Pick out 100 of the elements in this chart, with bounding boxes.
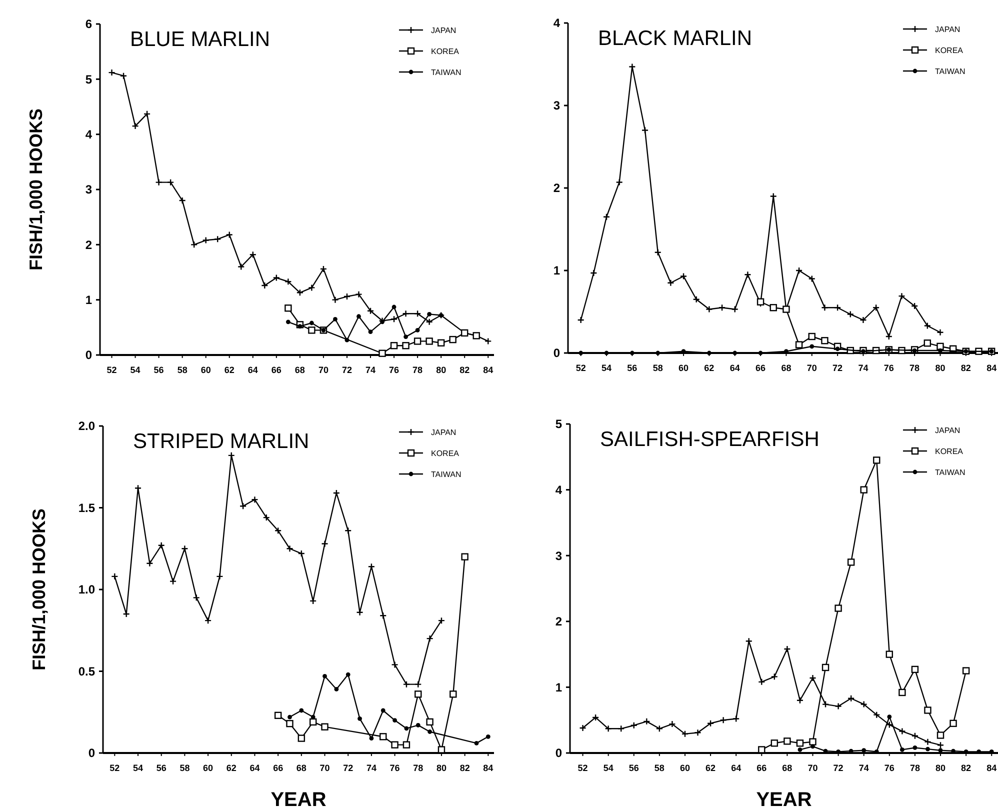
x-tick-label: 54 — [130, 365, 140, 375]
y-tick-label: 1.0 — [78, 582, 96, 597]
legend-label: JAPAN — [431, 26, 456, 35]
x-tick-label: 56 — [627, 363, 638, 373]
x-tick-label: 70 — [320, 763, 330, 773]
x-tick-label: 82 — [460, 365, 470, 375]
chart-title: BLUE MARLIN — [130, 28, 270, 51]
x-tick-label: 62 — [704, 363, 714, 373]
x-tick-label: 64 — [730, 363, 740, 373]
x-tick-label: 68 — [781, 363, 792, 373]
x-tick-label: 66 — [271, 365, 282, 375]
y-tick-label: 3 — [85, 182, 92, 197]
x-tick-label: 76 — [884, 363, 894, 373]
chart-title: SAILFISH-SPEARFISH — [600, 428, 820, 451]
x-tick-label: 70 — [318, 365, 328, 375]
x-tick-label: 64 — [250, 763, 260, 773]
legend-label: TAIWAN — [935, 66, 966, 76]
y-tick-label: 3 — [553, 98, 560, 113]
x-tick-label: 78 — [910, 363, 920, 373]
y-tick-label: 5 — [555, 417, 562, 432]
y-tick-label: 5 — [85, 72, 92, 86]
x-tick-label: 52 — [110, 763, 120, 773]
x-tick-label: 60 — [200, 365, 211, 375]
x-tick-label: 66 — [756, 763, 767, 773]
chart-title: BLACK MARLIN — [598, 27, 752, 50]
x-tick-label: 74 — [858, 363, 868, 373]
x-tick-label: 84 — [483, 365, 494, 375]
x-tick-label: 84 — [986, 763, 997, 773]
y-tick-label: 4 — [555, 483, 562, 497]
x-tick-label: 74 — [366, 365, 376, 375]
x-axis-title: YEAR — [270, 789, 327, 811]
x-tick-label: 74 — [366, 763, 376, 773]
chart-title: STRIPED MARLIN — [133, 430, 310, 453]
x-tick-label: 84 — [483, 763, 494, 773]
x-tick-label: 56 — [154, 365, 164, 375]
y-tick-label: 0.5 — [78, 664, 96, 678]
y-tick-label: 1 — [553, 264, 560, 278]
x-tick-label: 76 — [389, 365, 400, 375]
x-tick-label: 58 — [177, 365, 188, 375]
y-tick-label: 0 — [85, 348, 92, 362]
y-tick-label: 0 — [88, 746, 96, 760]
x-tick-label: 78 — [413, 763, 424, 773]
y-tick-label: 1.5 — [78, 500, 96, 515]
x-tick-label: 68 — [782, 763, 792, 773]
x-tick-label: 60 — [680, 763, 690, 773]
y-tick-label: 3 — [555, 548, 562, 563]
legend-label: JAPAN — [935, 426, 960, 435]
x-tick-label: 58 — [652, 363, 663, 373]
legend-label: TAIWAN — [431, 470, 462, 479]
legend-label: KOREA — [431, 448, 460, 458]
x-tick-label: 58 — [180, 763, 190, 773]
x-tick-label: 60 — [203, 763, 214, 773]
x-tick-label: 62 — [706, 763, 716, 773]
x-tick-label: 68 — [296, 763, 306, 773]
x-tick-label: 56 — [156, 763, 166, 773]
x-tick-label: 84 — [986, 363, 997, 373]
y-tick-label: 2 — [555, 614, 562, 629]
x-tick-label: 54 — [603, 763, 614, 773]
y-tick-label: 0 — [555, 746, 562, 760]
y-tick-label: 4 — [85, 128, 92, 142]
x-tick-label: 74 — [858, 763, 869, 773]
x-tick-label: 72 — [833, 763, 844, 773]
y-tick-label: 2 — [553, 181, 560, 196]
x-tick-label: 76 — [884, 763, 894, 773]
x-tick-label: 56 — [628, 763, 639, 773]
y-tick-label: 0 — [553, 346, 560, 360]
x-tick-label: 60 — [678, 363, 689, 373]
y-tick-label: 1 — [85, 293, 92, 308]
x-tick-label: 82 — [960, 363, 971, 373]
y-axis-title: FISH/1,000 HOOKS — [26, 108, 46, 271]
x-tick-label: 80 — [936, 763, 946, 773]
x-tick-label: 62 — [224, 365, 234, 375]
legend-label: KOREA — [935, 46, 964, 55]
x-tick-label: 52 — [576, 363, 586, 373]
y-tick-label: 2.0 — [78, 419, 96, 434]
x-tick-label: 80 — [436, 763, 446, 773]
x-tick-label: 62 — [226, 763, 236, 773]
x-tick-label: 54 — [602, 363, 612, 373]
legend-label: TAIWAN — [935, 468, 966, 477]
y-tick-label: 6 — [85, 17, 92, 32]
y-tick-label: 2 — [85, 238, 92, 252]
x-tick-label: 58 — [654, 763, 664, 773]
y-tick-label: 1 — [555, 680, 562, 694]
x-tick-label: 80 — [935, 363, 946, 373]
x-tick-label: 82 — [460, 763, 470, 773]
x-tick-label: 52 — [578, 763, 588, 773]
x-tick-label: 64 — [248, 365, 258, 375]
x-tick-label: 68 — [294, 365, 305, 375]
y-axis-title: FISH/1,000 HOOKS — [29, 508, 49, 671]
x-tick-label: 66 — [273, 763, 284, 773]
x-tick-label: 64 — [731, 763, 742, 773]
y-tick-label: 4 — [553, 16, 560, 30]
legend-label: KOREA — [935, 446, 964, 456]
legend-label: TAIWAN — [431, 68, 462, 77]
x-tick-label: 80 — [436, 365, 446, 375]
x-axis-title: YEAR — [756, 789, 812, 811]
legend-label: KOREA — [431, 46, 460, 56]
x-tick-label: 70 — [806, 363, 817, 373]
x-tick-label: 72 — [342, 365, 352, 375]
legend-label: JAPAN — [431, 428, 456, 437]
